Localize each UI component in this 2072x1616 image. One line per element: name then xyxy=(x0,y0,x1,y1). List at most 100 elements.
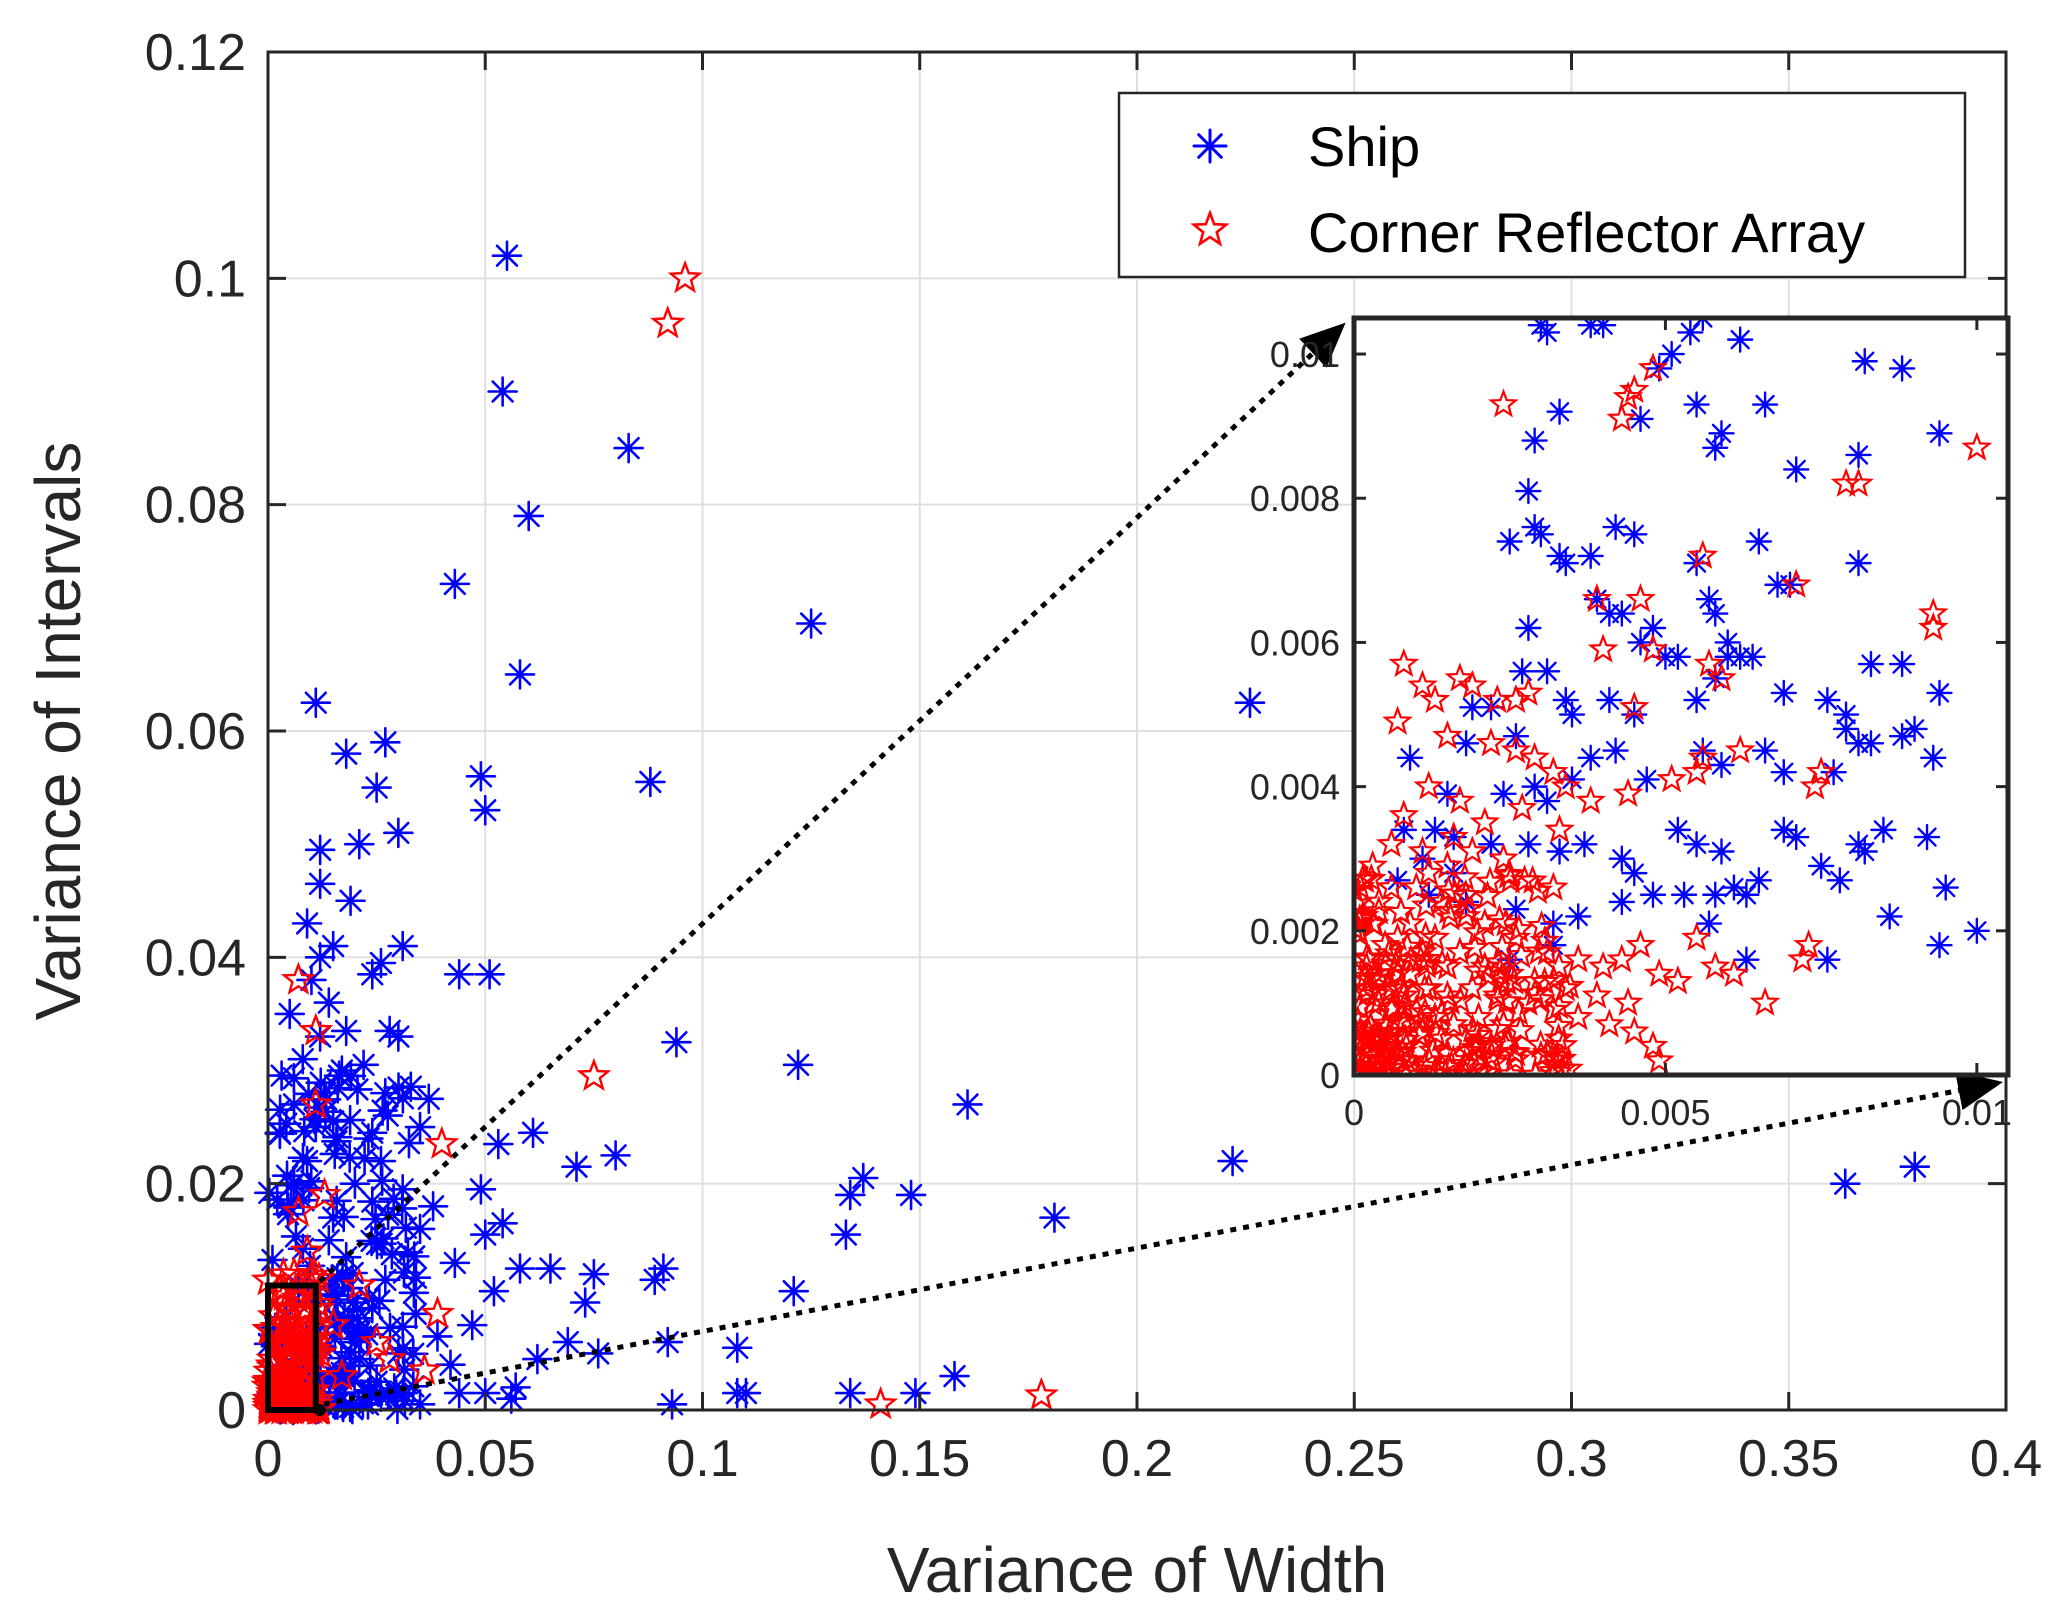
ship-point xyxy=(795,608,827,639)
inset-corner-reflector-point xyxy=(1366,1023,1397,1054)
inset-ship-point xyxy=(1695,910,1723,937)
inset-ship-point xyxy=(1708,838,1735,865)
inset-ship-point xyxy=(1627,405,1654,433)
ship-point xyxy=(319,1323,351,1354)
inset-ship-point xyxy=(1695,585,1723,613)
inset-ship-point xyxy=(1683,391,1710,418)
inset-corner-reflector-point xyxy=(1354,887,1373,917)
x-axis-title: Variance of Width xyxy=(887,1534,1387,1606)
inset-corner-reflector-point xyxy=(1354,990,1376,1020)
inset-corner-reflector-point xyxy=(1376,828,1407,858)
inset-ship-point xyxy=(1733,946,1760,973)
inset-corner-reflector-point xyxy=(1681,756,1712,786)
inset-ship-point xyxy=(1845,549,1872,577)
ship-point xyxy=(304,1021,336,1052)
inset-corner-reflector-point xyxy=(1432,979,1463,1009)
corner-reflector-point xyxy=(315,1306,351,1341)
inset-ship-point xyxy=(1384,867,1411,894)
inset-corner-reflector-point xyxy=(1618,373,1650,404)
inset-corner-reflector-point xyxy=(1543,1022,1574,1052)
inset-corner-reflector-point xyxy=(1513,676,1544,706)
ship-point xyxy=(353,1123,384,1154)
inset-x-tick-label: 0.01 xyxy=(1942,1092,2012,1133)
corner-reflector-point xyxy=(650,305,686,339)
ship-point xyxy=(321,1185,352,1217)
inset-ship-point xyxy=(1770,816,1797,844)
x-tick-label: 0.2 xyxy=(1101,1430,1173,1488)
inset-ship-point xyxy=(1452,730,1480,757)
ship-point xyxy=(582,1338,614,1369)
inset-corner-reflector-point xyxy=(1450,1058,1481,1075)
ship-point xyxy=(337,1287,369,1318)
inset-corner-reflector-point xyxy=(1498,965,1530,995)
inset-ship-point xyxy=(1390,816,1418,844)
inset-ship-point xyxy=(1832,715,1860,743)
ship-point xyxy=(357,1186,388,1217)
inset-corner-reflector-point xyxy=(1385,970,1417,1000)
corner-reflector-point xyxy=(1023,1376,1059,1411)
inset-corner-reflector-point xyxy=(1459,931,1491,962)
ship-point xyxy=(847,1162,879,1194)
inset-corner-reflector-point xyxy=(1543,950,1575,980)
inset-corner-reflector-point xyxy=(1417,1034,1449,1065)
ship-point xyxy=(326,1342,357,1374)
inset-ship-point xyxy=(1857,730,1885,757)
inset-corner-reflector-point xyxy=(1407,669,1438,699)
ship-point xyxy=(648,1253,679,1284)
inset-corner-reflector-point xyxy=(1464,1042,1496,1072)
inset-corner-reflector-point xyxy=(1699,950,1731,980)
ship-point xyxy=(355,1375,387,1406)
inset-ship-point xyxy=(1639,614,1667,642)
ship-point xyxy=(339,1326,371,1358)
inset-corner-reflector-point xyxy=(1486,931,1518,961)
inset-corner-reflector-point xyxy=(1787,943,1818,973)
inset-corner-reflector-point xyxy=(1410,920,1441,950)
inset-ship-point xyxy=(1434,780,1461,808)
inset-corner-reflector-point xyxy=(1384,973,1416,1004)
zoom-anchor xyxy=(313,1404,326,1416)
x-tick-label: 0.15 xyxy=(869,1430,970,1488)
ship-point xyxy=(339,1168,371,1199)
inset-ship-point xyxy=(1515,614,1542,642)
inset-x-tick-label: 0.005 xyxy=(1620,1092,1710,1133)
inset-corner-reflector-point xyxy=(1354,905,1375,935)
ship-point xyxy=(361,1228,393,1260)
inset-ship-point xyxy=(1546,398,1573,425)
ship-point xyxy=(561,1151,592,1182)
ship-point xyxy=(343,1343,375,1375)
inset-corner-reflector-point xyxy=(1413,770,1445,800)
ship-point xyxy=(291,908,323,939)
ship-point xyxy=(261,1184,293,1215)
inset-corner-reflector-point xyxy=(1525,1028,1556,1059)
inset-corner-reflector-point xyxy=(1481,1013,1513,1043)
inset-ship-point xyxy=(1589,318,1617,339)
inset-ship-point xyxy=(1496,528,1523,555)
ship-point xyxy=(388,1257,420,1288)
legend-box xyxy=(1117,91,1967,279)
inset-corner-reflector-point xyxy=(1389,989,1420,1019)
inset-ship-point xyxy=(1533,658,1561,685)
inset-ship-point xyxy=(1409,845,1436,872)
corner-reflector-point xyxy=(306,1176,343,1210)
inset-ship-point xyxy=(1602,737,1629,764)
inset-ship-point xyxy=(1714,643,1741,671)
inset-corner-reflector-point xyxy=(1435,985,1466,1015)
inset-ship-point xyxy=(1577,744,1604,771)
corner-reflector-point xyxy=(301,1260,337,1295)
inset-corner-reflector-point xyxy=(1426,947,1458,978)
ship-point xyxy=(465,1174,497,1205)
ship-point xyxy=(496,1383,527,1414)
ship-point xyxy=(304,834,336,866)
ship-point xyxy=(474,959,505,990)
inset-ship-point xyxy=(1621,701,1648,728)
inset-corner-reflector-point xyxy=(1505,939,1537,969)
ship-point xyxy=(387,1083,419,1114)
inset-corner-reflector-point xyxy=(1687,741,1719,771)
inset-corner-reflector-point xyxy=(1538,756,1569,786)
inset-corner-reflector-point xyxy=(1419,1057,1450,1075)
inset-corner-reflector-point xyxy=(1793,929,1824,959)
inset-ship-point xyxy=(1639,881,1667,908)
ship-point xyxy=(387,1174,418,1205)
ship-point xyxy=(327,1260,358,1291)
